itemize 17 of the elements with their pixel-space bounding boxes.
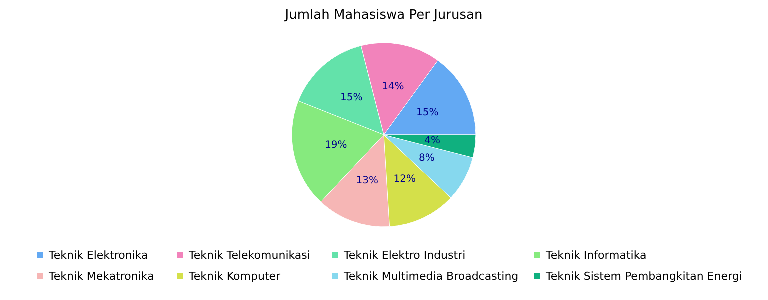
data-label: 12% [394,174,416,185]
data-label: 4% [424,136,441,147]
legend-label: Teknik Elektro Industri [343,249,466,262]
legend-label: Teknik Mekatronika [48,270,154,283]
legend-label: Teknik Multimedia Broadcasting [343,270,519,283]
data-label: 8% [419,153,435,164]
legend-label: Teknik Informatika [545,249,647,262]
data-label: 15% [416,107,439,118]
legend-label: Teknik Telekomunikasi [188,249,310,262]
legend-label: Teknik Komputer [188,270,282,283]
legend-label: Teknik Elektronika [48,249,148,262]
data-label: 19% [325,140,348,152]
data-label: 15% [340,92,363,104]
chart-title: Jumlah Mahasiswa Per Jurusan [284,8,483,23]
data-label: 14% [382,81,404,92]
legend-label: Teknik Sistem Pembangkitan Energi [545,270,742,283]
data-label: 13% [356,176,379,187]
